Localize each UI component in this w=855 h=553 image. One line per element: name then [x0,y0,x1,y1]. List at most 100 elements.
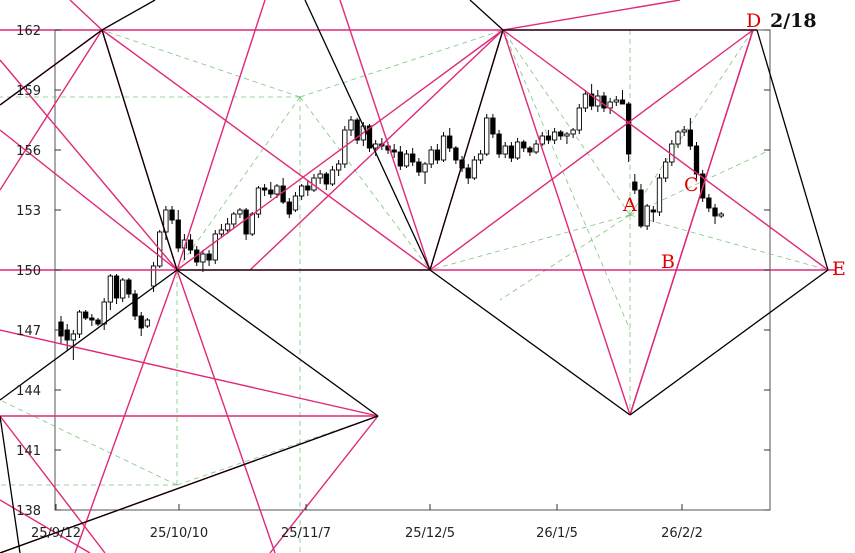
candle-body [576,107,582,131]
y-tick-label: 144 [16,384,41,399]
candle [484,114,490,156]
candle-body [298,185,305,197]
candle-body [243,209,249,235]
candle-body [545,135,552,141]
candle-body [280,185,286,203]
candle [453,146,459,164]
candle-body [348,119,354,131]
candle [521,140,527,152]
black-pattern-lines [0,0,829,553]
candle [465,164,471,184]
black-line [304,0,431,271]
candle-body [644,205,650,227]
y-tick-label: 147 [16,324,41,339]
black-line [0,415,21,553]
candle [268,182,274,198]
candle [477,150,484,164]
candle-body [249,213,255,235]
candle [656,174,663,216]
candle-body [613,99,619,103]
candle [95,318,101,326]
candle [218,224,225,238]
black-line [429,269,631,416]
candle [428,146,434,168]
candle [471,156,478,180]
candle [607,98,613,114]
y-tick-label: 156 [16,144,41,159]
x-axis: 25/9/12 25/10/10 25/11/7 25/12/5 26/1/5 26/2/… [31,504,703,541]
candle [551,128,558,144]
candle-body [663,161,669,179]
candle-body [619,99,626,105]
candle-body [224,223,231,231]
y-tick-label: 159 [16,84,41,99]
candle-body [687,129,693,147]
candle [286,198,292,218]
y-tick-label: 153 [16,204,41,219]
x-tick-label: 25/12/5 [405,526,455,541]
candle-body [521,141,527,149]
candle [323,172,329,190]
candle [89,314,95,326]
y-tick-label: 150 [16,264,41,279]
candle [243,208,249,240]
magenta-line [0,329,379,417]
black-line [429,29,504,271]
candle-body [187,239,194,251]
magenta-line [339,0,431,271]
green-guide-line [299,29,504,98]
candle-body [354,119,360,141]
candle [502,142,508,158]
candle-body [650,209,656,213]
candle [292,192,299,212]
candle-body [292,195,299,211]
candle-body [150,265,157,287]
x-tick-label: 25/9/12 [31,526,81,541]
candle-body [163,209,169,233]
candle [447,128,453,152]
candle-body [126,279,132,295]
candle [126,278,132,298]
candle [391,144,397,158]
candle-body [391,149,397,153]
candle-body [144,319,151,327]
candle [212,230,218,264]
candle-body [397,151,403,167]
candle-body [83,311,89,319]
candle [403,150,410,168]
black-line [469,0,504,31]
candle-body [465,167,471,179]
candle [564,132,570,144]
black-line [0,29,103,106]
candle-body [274,185,280,195]
candle [422,162,428,184]
label-c: C [684,174,699,196]
green-guide-line [629,29,754,216]
magenta-line [0,499,91,553]
candle-body [582,93,589,109]
magenta-line [269,415,379,553]
candle [317,170,323,184]
candle-body [471,159,478,179]
candle [255,186,262,218]
candle [231,212,237,228]
candle [619,90,626,105]
label-a: A [622,194,637,216]
candle [663,158,669,182]
candle [539,132,545,146]
candle-body [113,275,120,299]
candle [601,92,607,112]
y-axis: 138 141 144 147 150 153 156 159 162 [16,24,770,519]
candle-body [718,213,724,217]
candle-body [261,187,268,191]
candle [440,132,447,162]
candle-body [712,207,718,217]
candle-body [428,149,434,165]
candle [712,204,718,224]
point-labels: D 2/18 A B C E [622,10,846,280]
y-tick-label: 162 [16,24,41,39]
candle-body [89,317,95,321]
candle [107,274,114,310]
candle [237,208,243,218]
